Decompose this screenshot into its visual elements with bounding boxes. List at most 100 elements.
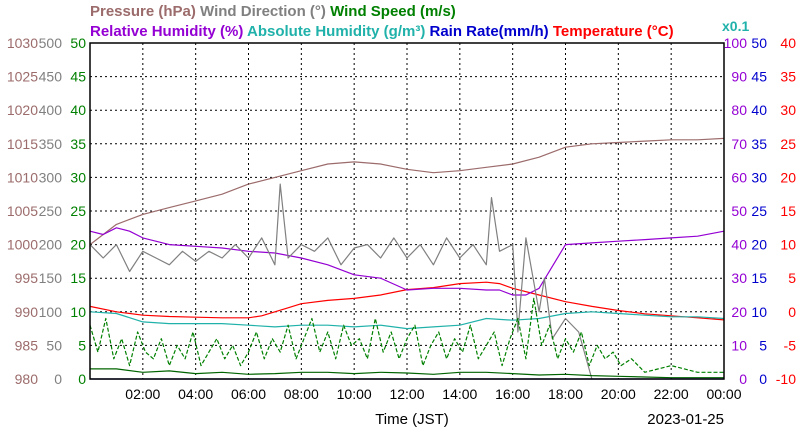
series-line-5	[89, 297, 724, 373]
rain-tick-label: 25	[751, 203, 767, 219]
x-tick-label: 04:00	[178, 386, 213, 402]
x-tick-label: 08:00	[284, 386, 319, 402]
ah-scale-note: x0.1	[722, 18, 749, 34]
rh-tick-label: 30	[731, 270, 747, 286]
temp-tick-label: 20	[780, 169, 796, 185]
pressure-tick-label: 1025	[7, 69, 38, 85]
series-line-1	[89, 281, 725, 321]
legend-wind_speed: Wind Speed (m/s)	[326, 3, 456, 20]
wind_speed-tick-label: 20	[70, 237, 86, 253]
wind_speed-tick-label: 25	[70, 203, 86, 219]
series-line-0	[89, 137, 725, 246]
series-line-4	[89, 183, 593, 380]
wind_dir-tick-label: 250	[39, 203, 63, 219]
x-tick-label: 16:00	[495, 386, 530, 402]
legend-row: Pressure (hPa) Wind Direction (°) Wind S…	[90, 3, 456, 20]
x-tick-label: 18:00	[548, 386, 583, 402]
rh-tick-label: 50	[731, 203, 747, 219]
temp-tick-label: 40	[780, 35, 796, 51]
rain-tick-label: 30	[751, 169, 767, 185]
wind_speed-tick-label: 5	[78, 337, 86, 353]
rh-tick-label: 0	[739, 371, 747, 387]
wind_speed-tick-label: 30	[70, 169, 86, 185]
pressure-tick-label: 995	[15, 270, 39, 286]
temp-tick-label: 35	[780, 69, 796, 85]
rain-tick-label: 50	[751, 35, 767, 51]
temp-tick-label: 30	[780, 102, 796, 118]
temp-tick-label: 10	[780, 237, 796, 253]
wind_dir-tick-label: 200	[39, 237, 63, 253]
x-tick-label: 22:00	[654, 386, 689, 402]
legend-ah: Absolute Humidity (g/m³)	[243, 23, 425, 40]
date-label: 2023-01-25	[647, 411, 724, 428]
temp-tick-label: 15	[780, 203, 796, 219]
x-axis-label: Time (JST)	[375, 411, 449, 428]
temp-tick-label: 25	[780, 136, 796, 152]
rain-tick-label: 15	[751, 270, 767, 286]
wind_speed-tick-label: 15	[70, 270, 86, 286]
temp-tick-label: 0	[788, 304, 796, 320]
rh-tick-label: 70	[731, 136, 747, 152]
rain-tick-label: 45	[751, 69, 767, 85]
legend-rain: Rain Rate(mm/h)	[425, 23, 548, 40]
series-line-2	[89, 227, 725, 296]
wind_dir-tick-label: 450	[39, 69, 63, 85]
pressure-tick-label: 980	[15, 371, 39, 387]
rh-tick-label: 10	[731, 337, 747, 353]
legend-wind_dir: Wind Direction (°)	[196, 3, 326, 20]
x-tick-label: 06:00	[231, 386, 266, 402]
plot-frame	[89, 42, 725, 380]
pressure-tick-label: 1015	[7, 136, 38, 152]
legend-row: Relative Humidity (%) Absolute Humidity …	[90, 23, 674, 40]
x-tick-label: 20:00	[601, 386, 636, 402]
pressure-tick-label: 1010	[7, 169, 38, 185]
x-tick-label: 12:00	[389, 386, 424, 402]
legend-pressure: Pressure (hPa)	[90, 3, 196, 20]
wind_dir-tick-label: 0	[54, 371, 62, 387]
wind_speed-tick-label: 45	[70, 69, 86, 85]
pressure-tick-label: 990	[15, 304, 39, 320]
x-tick-label: 14:00	[442, 386, 477, 402]
rain-tick-label: 5	[759, 337, 767, 353]
pressure-tick-label: 985	[15, 337, 39, 353]
pressure-tick-label: 1000	[7, 237, 38, 253]
rh-tick-label: 90	[731, 69, 747, 85]
wind_dir-tick-label: 300	[39, 169, 63, 185]
rain-tick-label: 0	[759, 371, 767, 387]
pressure-tick-label: 1020	[7, 102, 38, 118]
rain-tick-label: 40	[751, 102, 767, 118]
rh-tick-label: 60	[731, 169, 747, 185]
temp-tick-label: 5	[788, 270, 796, 286]
x-tick-label: 02:00	[125, 386, 160, 402]
wind_dir-tick-label: 50	[46, 337, 62, 353]
wind_speed-tick-label: 35	[70, 136, 86, 152]
wind_dir-tick-label: 500	[39, 35, 63, 51]
wind_speed-tick-label: 50	[70, 35, 86, 51]
wind_dir-tick-label: 100	[39, 304, 63, 320]
wind_speed-tick-label: 0	[78, 371, 86, 387]
legend-rh: Relative Humidity (%)	[90, 23, 243, 40]
temp-tick-label: -5	[784, 337, 797, 353]
rh-tick-label: 20	[731, 304, 747, 320]
rain-tick-label: 20	[751, 237, 767, 253]
temp-tick-label: -10	[776, 371, 796, 387]
wind_dir-tick-label: 350	[39, 136, 63, 152]
rh-tick-label: 100	[724, 35, 748, 51]
legend-temp: Temperature (°C)	[549, 23, 674, 40]
x-tick-label: 10:00	[337, 386, 372, 402]
wind_dir-tick-label: 150	[39, 270, 63, 286]
wind_speed-tick-label: 10	[70, 304, 86, 320]
series-line-6	[90, 368, 724, 379]
rh-tick-label: 40	[731, 237, 747, 253]
pressure-tick-label: 1005	[7, 203, 38, 219]
rh-tick-label: 80	[731, 102, 747, 118]
rain-tick-label: 35	[751, 136, 767, 152]
pressure-tick-label: 1030	[7, 35, 38, 51]
wind_dir-tick-label: 400	[39, 102, 63, 118]
series-line-3	[89, 311, 725, 330]
x-tick-label: 00:00	[706, 386, 741, 402]
rain-tick-label: 10	[751, 304, 767, 320]
wind_speed-tick-label: 40	[70, 102, 86, 118]
